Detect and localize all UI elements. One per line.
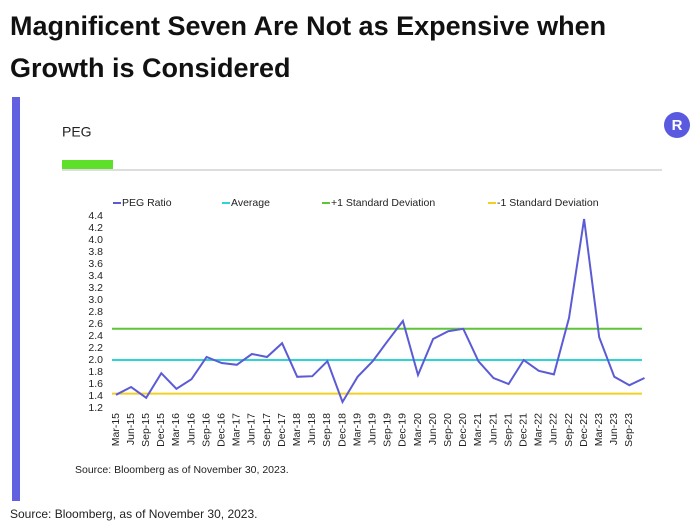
- x-tick-label: Mar-22: [533, 413, 545, 446]
- y-tick-label: 2.4: [88, 330, 103, 342]
- x-tick-label: Dec-19: [397, 413, 409, 447]
- x-tick-label: Jun-19: [366, 413, 378, 445]
- y-tick-label: 1.8: [88, 366, 103, 378]
- x-tick-label: Dec-22: [578, 413, 590, 447]
- y-tick-label: 2.8: [88, 306, 103, 318]
- x-tick-label: Dec-15: [155, 413, 167, 447]
- footer: Source: Bloomberg, as of November 30, 20…: [10, 507, 257, 521]
- x-tick-label: Mar-21: [472, 413, 484, 446]
- x-tick-label: Dec-20: [457, 413, 469, 447]
- x-tick-label: Mar-16: [170, 413, 182, 446]
- x-tick-label: Sep-21: [502, 413, 514, 447]
- legend-label: Average: [231, 197, 270, 209]
- x-tick-label: Mar-20: [412, 413, 424, 446]
- x-tick-label: Sep-18: [321, 413, 333, 447]
- y-tick-label: 3.2: [88, 282, 103, 294]
- x-tick-label: Sep-23: [623, 413, 635, 447]
- x-tick-label: Dec-16: [215, 413, 227, 447]
- x-tick-label: Dec-17: [276, 413, 288, 447]
- y-tick-label: 1.2: [88, 402, 103, 414]
- x-tick-label: Sep-22: [563, 413, 575, 447]
- chart-source: Source: Bloomberg as of November 30, 202…: [75, 464, 289, 476]
- x-tick-label: Jun-21: [487, 413, 499, 445]
- accent-bar: [12, 97, 20, 501]
- badge-letter: R: [672, 117, 683, 134]
- x-tick-label: Dec-18: [336, 413, 348, 447]
- legend-label: PEG Ratio: [122, 197, 172, 209]
- headline: Magnificent Seven Are Not as Expensive w…: [10, 11, 606, 41]
- y-tick-label: 4.0: [88, 234, 103, 246]
- y-tick-label: 2.0: [88, 354, 103, 366]
- x-tick-label: Sep-16: [200, 413, 212, 447]
- x-tick-label: Jun-18: [306, 413, 318, 445]
- x-tick-label: Jun-23: [608, 413, 620, 445]
- x-tick-label: Jun-22: [548, 413, 560, 445]
- y-tick-label: 1.6: [88, 378, 103, 390]
- x-tick-label: Sep-20: [442, 413, 454, 447]
- x-tick-label: Mar-17: [231, 413, 243, 446]
- y-tick-label: 3.6: [88, 258, 103, 270]
- y-tick-label: 1.4: [88, 390, 103, 402]
- data-line: [115, 218, 645, 405]
- y-tick-label: 3.4: [88, 270, 103, 282]
- title-underline: [62, 160, 113, 169]
- badge: [664, 112, 690, 138]
- x-tick-label: Dec-21: [517, 413, 529, 447]
- y-tick-label: 4.4: [88, 210, 103, 222]
- x-tick-label: Mar-19: [351, 413, 363, 446]
- y-tick-label: 2.2: [88, 342, 103, 354]
- x-tick-label: Jun-15: [125, 413, 137, 445]
- x-tick-label: Sep-19: [382, 413, 394, 447]
- x-tick-label: Sep-15: [140, 413, 152, 447]
- x-tick-label: Jun-16: [185, 413, 197, 445]
- x-tick-label: Jun-20: [427, 413, 439, 445]
- chart-title: PEG: [62, 124, 92, 140]
- legend-label: -1 Standard Deviation: [497, 197, 599, 209]
- x-tick-label: Mar-15: [110, 413, 122, 446]
- headline: Growth is Considered: [10, 53, 291, 83]
- x-tick-label: Mar-23: [593, 413, 605, 446]
- y-tick-label: 3.0: [88, 294, 103, 306]
- y-tick-label: 3.8: [88, 246, 103, 258]
- x-tick-label: Sep-17: [261, 413, 273, 447]
- y-tick-label: 2.6: [88, 318, 103, 330]
- legend-label: +1 Standard Deviation: [331, 197, 435, 209]
- x-tick-label: Mar-18: [291, 413, 303, 446]
- x-tick-label: Jun-17: [246, 413, 258, 445]
- y-tick-label: 4.2: [88, 222, 103, 234]
